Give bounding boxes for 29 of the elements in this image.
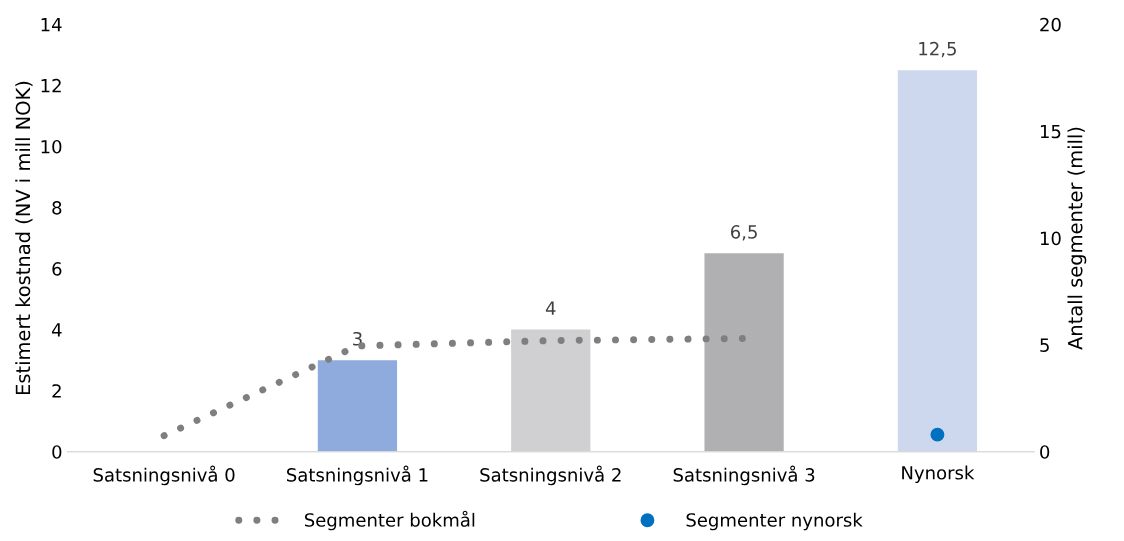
x-tick-label: Satsningsnivå 2 — [480, 465, 621, 486]
y2-tick-label: 15 — [1040, 124, 1061, 139]
bar — [704, 253, 784, 452]
data-label: 12,5 — [919, 41, 956, 58]
y-tick-label: 12 — [41, 78, 61, 93]
data-label: 6,5 — [730, 225, 757, 241]
y-tick-label: 10 — [41, 139, 62, 154]
bar — [897, 70, 978, 452]
y-axis-title: Estimert kostnad (NV i mill NOK) — [15, 81, 33, 395]
y-tick-label: 4 — [51, 323, 62, 337]
bar — [317, 360, 398, 452]
y2-tick-label: 5 — [1040, 338, 1049, 352]
y2-tick-label: 10 — [1040, 231, 1061, 246]
legend-label: Segmenter bokmål — [304, 510, 475, 531]
x-tick-label: Satsningsnivå 3 — [673, 465, 815, 486]
y-tick-label: 0 — [52, 445, 62, 459]
x-tick-label: Satsningsnivå 0 — [93, 465, 235, 486]
data-label: 3 — [353, 331, 362, 346]
y-tick-label: 14 — [41, 18, 62, 32]
x-tick-label: Nynorsk — [902, 465, 975, 484]
y2-tick-label: 0 — [1040, 445, 1050, 459]
y2-axis-title: Antall segmenter (mill) — [1067, 127, 1087, 350]
x-tick-label: Satsningsnivå 1 — [287, 465, 428, 486]
y2-tick-label: 20 — [1040, 17, 1061, 32]
y-tick-label: 8 — [52, 200, 62, 215]
y-tick-label: 2 — [52, 384, 61, 398]
legend-label: Segmenter nynorsk — [686, 512, 863, 531]
data-label: 4 — [545, 301, 556, 315]
y-tick-label: 6 — [52, 262, 62, 276]
